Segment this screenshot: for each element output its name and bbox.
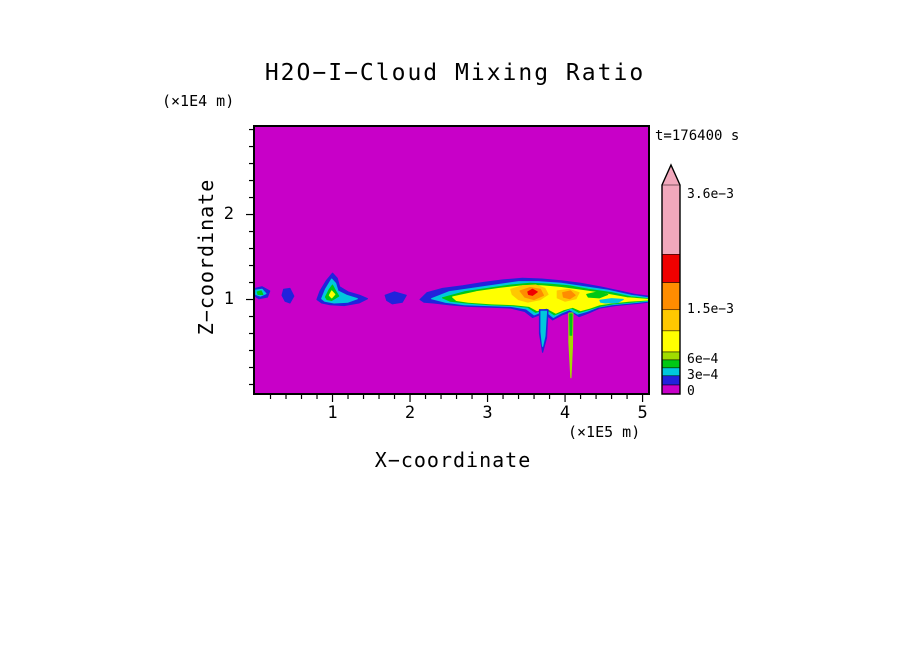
colorbar-tick-label: 3.6e−3 (687, 187, 734, 203)
plot-area (253, 125, 650, 395)
contour-field (255, 127, 648, 393)
colorbar-segment-orange (661, 282, 681, 311)
contour-small-cloud-core (328, 290, 336, 299)
contour-core-red-speck (527, 288, 538, 296)
colorbar-segment-blue (661, 375, 681, 386)
x-axis-unit: (×1E5 m) (568, 423, 641, 441)
field-background (255, 127, 648, 393)
colorbar-tick-label: 1.5e−3 (687, 301, 734, 317)
colorbar-labels: 3.6e−3 1.5e−3 6e−4 3e−4 0 (687, 185, 767, 399)
z-tick-label: 2 (223, 203, 234, 224)
colorbar-segment-red (661, 254, 681, 283)
contour-fall-streak-1-inner (540, 310, 548, 347)
colorbar-segment-yellowgreen (661, 351, 681, 361)
z-tick-label: 1 (223, 288, 234, 309)
colorbar-segment-gold (661, 309, 681, 332)
colorbar-arrow-tip (662, 165, 680, 185)
plot-title: H2O−I−Cloud Mixing Ratio (264, 60, 646, 86)
colorbar-tick-label: 0 (687, 383, 695, 399)
contour-fall-streak-2-top (569, 313, 573, 336)
colorbar-tick-label: 6e−4 (687, 351, 719, 367)
colorbar-segment-yellow (661, 330, 681, 353)
x-tick-label: 1 (327, 403, 338, 423)
colorbar-segment-cyan (661, 367, 681, 377)
colorbar-outline (661, 163, 681, 395)
colorbar (661, 163, 681, 395)
x-tick-label: 4 (559, 403, 571, 423)
colorbar-segment-magenta (661, 384, 681, 395)
x-tick-label: 3 (482, 403, 493, 423)
contour-main-anvil-interior (452, 285, 648, 314)
x-axis-label: X−coordinate (374, 448, 532, 472)
colorbar-segment-pink (661, 184, 681, 255)
contour-small-blob-3 (384, 291, 407, 305)
colorbar-segment-green (661, 359, 681, 369)
contour-core-orange-2 (562, 290, 576, 300)
y-axis-label: Z−coordinate (194, 178, 218, 336)
x-tick-label: 5 (637, 403, 648, 423)
time-stamp: t=176400 s (655, 128, 740, 144)
x-tick-label: 2 (404, 403, 416, 423)
contour-small-blob-2 (281, 287, 295, 304)
y-axis-unit: (×1E4 m) (162, 92, 235, 110)
contour-right-bottom-cyan-patch (599, 298, 624, 304)
contour-left-edge-blob-core (256, 290, 264, 295)
colorbar-tick-label: 3e−4 (687, 367, 719, 383)
contour-right-green-patch (586, 291, 609, 299)
